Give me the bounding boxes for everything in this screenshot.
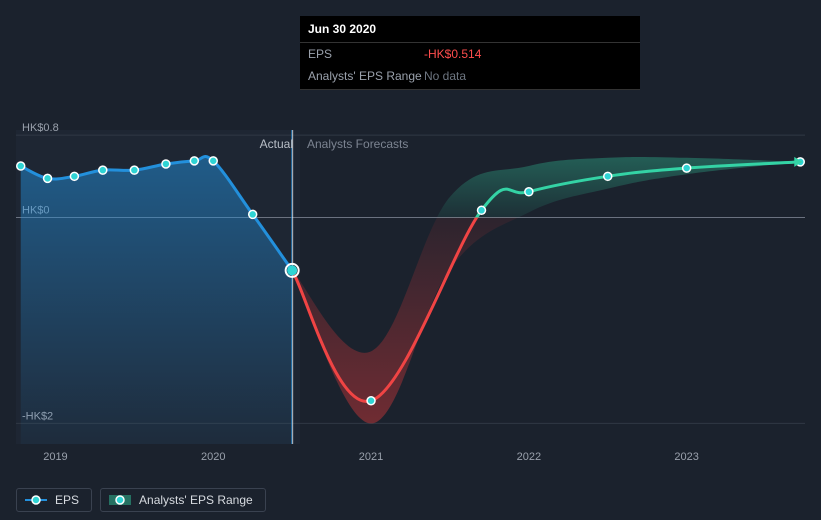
chart-tooltip: Jun 30 2020 EPS -HK$0.514 Analysts' EPS … <box>300 16 640 90</box>
legend-label-eps: EPS <box>55 493 79 507</box>
tooltip-row-range: Analysts' EPS Range No data <box>300 65 640 90</box>
legend-item-eps-range[interactable]: Analysts' EPS Range <box>100 488 266 512</box>
svg-text:HK$0.8: HK$0.8 <box>22 122 59 134</box>
tooltip-eps-value: -HK$0.514 <box>424 47 481 61</box>
svg-text:2019: 2019 <box>43 451 67 463</box>
tooltip-date: Jun 30 2020 <box>300 16 640 43</box>
svg-text:2023: 2023 <box>674 451 698 463</box>
chart-legend: EPS Analysts' EPS Range <box>16 488 266 512</box>
tooltip-range-value: No data <box>424 69 466 83</box>
legend-label-eps-range: Analysts' EPS Range <box>139 493 253 507</box>
legend-swatch-eps-range <box>109 494 131 506</box>
svg-text:2022: 2022 <box>517 451 541 463</box>
tooltip-range-label: Analysts' EPS Range <box>308 69 424 83</box>
svg-text:Analysts Forecasts: Analysts Forecasts <box>307 137 408 151</box>
tooltip-eps-label: EPS <box>308 47 424 61</box>
tooltip-row-eps: EPS -HK$0.514 <box>300 43 640 65</box>
legend-swatch-eps <box>25 494 47 506</box>
legend-item-eps[interactable]: EPS <box>16 488 92 512</box>
svg-text:2021: 2021 <box>359 451 383 463</box>
svg-text:2020: 2020 <box>201 451 225 463</box>
svg-text:Actual: Actual <box>260 137 293 151</box>
